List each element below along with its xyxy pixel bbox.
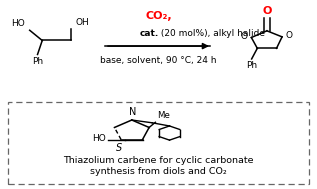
Text: S: S <box>116 143 123 153</box>
Text: HO: HO <box>92 134 106 143</box>
Text: Ph: Ph <box>32 57 43 66</box>
Text: Thiazolium carbene for cyclic carbonate
synthesis from diols and CO₂: Thiazolium carbene for cyclic carbonate … <box>63 156 254 176</box>
Text: CO₂,: CO₂, <box>145 11 172 21</box>
Text: base, solvent, 90 °C, 24 h: base, solvent, 90 °C, 24 h <box>100 57 217 65</box>
Text: O: O <box>286 31 293 40</box>
Text: (20 mol%), alkyl halide: (20 mol%), alkyl halide <box>158 29 266 38</box>
Text: O: O <box>241 32 248 41</box>
Text: O: O <box>262 6 272 16</box>
Text: Ph: Ph <box>246 61 257 70</box>
Text: HO: HO <box>11 19 25 28</box>
Text: OH: OH <box>75 19 89 27</box>
Text: Me: Me <box>158 111 171 120</box>
Text: cat.: cat. <box>139 29 158 38</box>
Text: N: N <box>129 107 136 117</box>
